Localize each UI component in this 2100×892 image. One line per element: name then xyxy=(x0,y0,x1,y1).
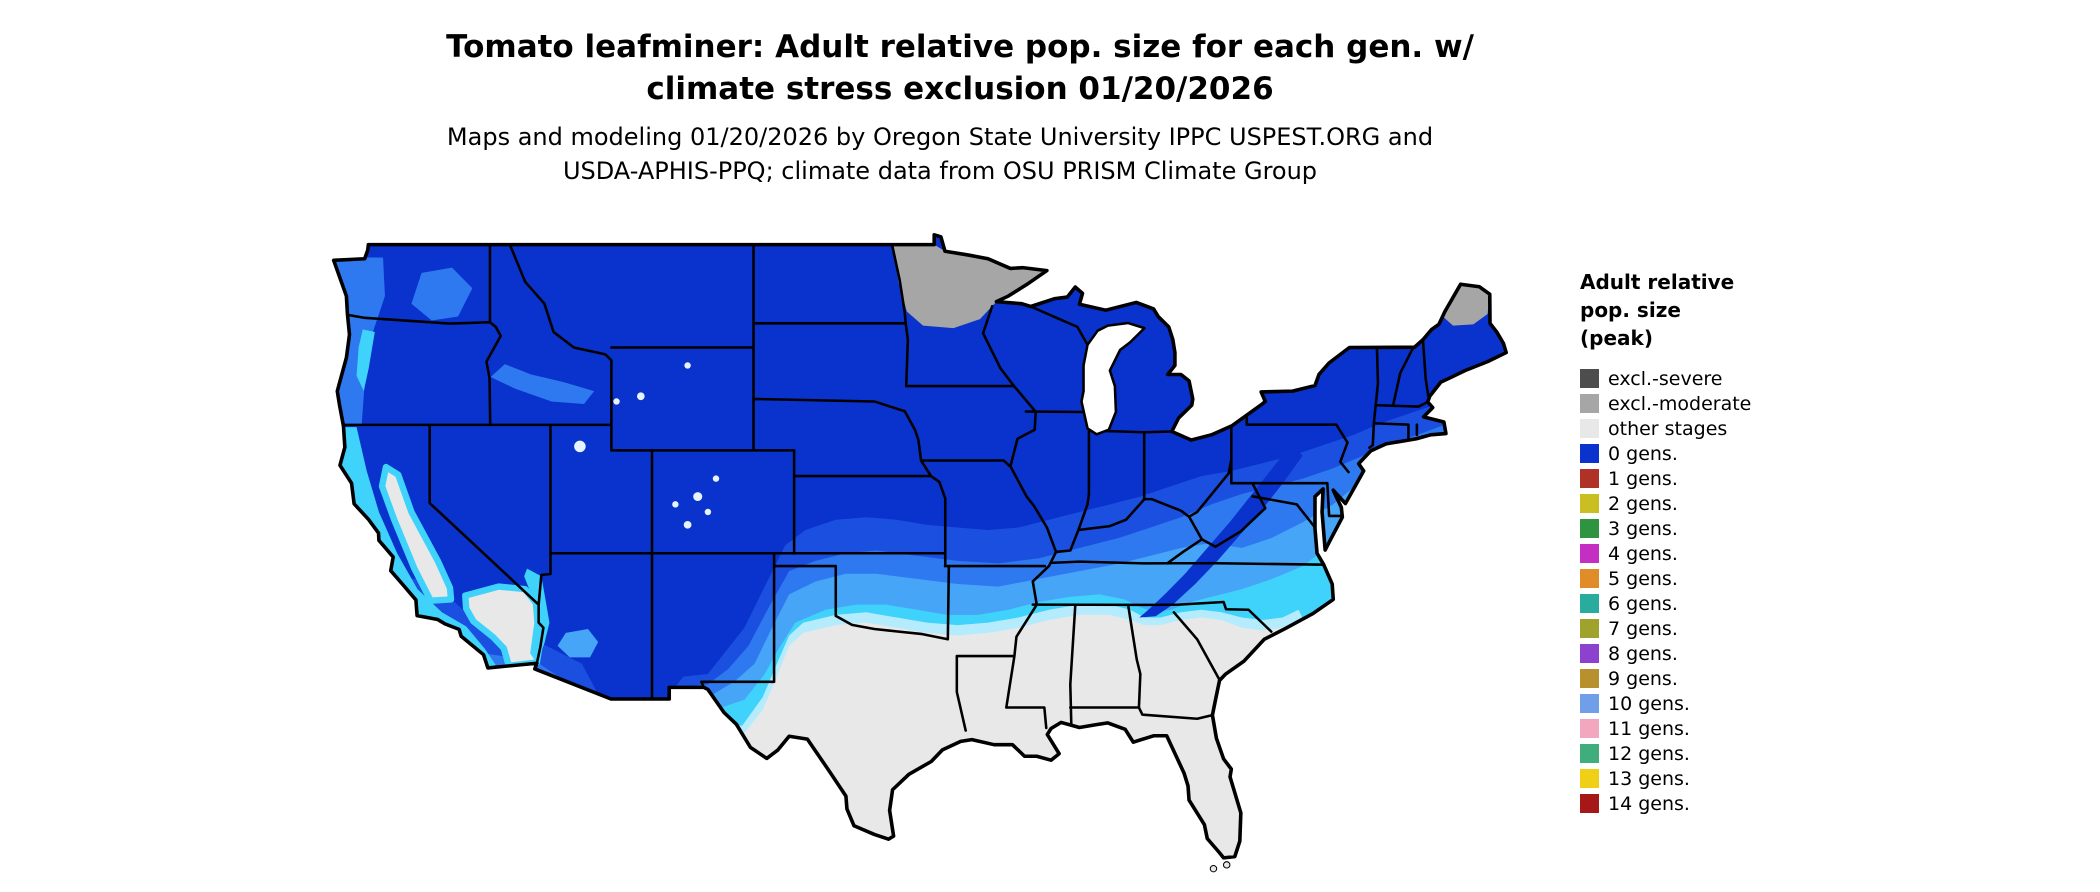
legend-swatch xyxy=(1580,569,1599,588)
legend-label: excl.-moderate xyxy=(1608,392,1752,415)
legend-label: other stages xyxy=(1608,417,1728,440)
legend-swatch xyxy=(1580,469,1599,488)
legend-title-line1: Adult relative xyxy=(1580,270,1735,294)
legend-item: 14 gens. xyxy=(1580,791,1840,816)
legend-label: 12 gens. xyxy=(1608,742,1690,765)
page-subtitle-line1: Maps and modeling 01/20/2026 by Oregon S… xyxy=(446,123,1434,151)
page-title-line2: climate stress exclusion 01/20/2026 xyxy=(646,71,1274,107)
legend-label: 2 gens. xyxy=(1608,492,1678,515)
page-subtitle-line2: USDA-APHIS-PPQ; climate data from OSU PR… xyxy=(562,157,1318,185)
legend-label: 7 gens. xyxy=(1608,617,1678,640)
legend-label: 10 gens. xyxy=(1608,692,1690,715)
legend-item: 5 gens. xyxy=(1580,566,1840,591)
legend-label: 8 gens. xyxy=(1608,642,1678,665)
legend-swatch xyxy=(1580,619,1599,638)
legend-label: excl.-severe xyxy=(1608,367,1723,390)
legend-swatch xyxy=(1580,719,1599,738)
legend-swatch xyxy=(1580,544,1599,563)
legend-item: 11 gens. xyxy=(1580,716,1840,741)
legend-title-line2: pop. size xyxy=(1580,298,1681,322)
legend-swatch xyxy=(1580,769,1599,788)
legend-swatch xyxy=(1580,594,1599,613)
legend-swatch xyxy=(1580,419,1599,438)
legend-item: 9 gens. xyxy=(1580,666,1840,691)
legend-label: 14 gens. xyxy=(1608,792,1690,815)
legend-label: 3 gens. xyxy=(1608,517,1678,540)
legend-item: 10 gens. xyxy=(1580,691,1840,716)
legend-item: 12 gens. xyxy=(1580,741,1840,766)
legend-label: 11 gens. xyxy=(1608,717,1690,740)
legend-title: Adult relative pop. size (peak) xyxy=(1580,268,1840,352)
legend-swatch xyxy=(1580,644,1599,663)
legend-item: 3 gens. xyxy=(1580,516,1840,541)
legend-item: 4 gens. xyxy=(1580,541,1840,566)
legend: Adult relative pop. size (peak) excl.-se… xyxy=(1580,268,1840,816)
legend-item: 2 gens. xyxy=(1580,491,1840,516)
legend-item: 6 gens. xyxy=(1580,591,1840,616)
page-subtitle: Maps and modeling 01/20/2026 by Oregon S… xyxy=(0,120,1880,188)
legend-item: 1 gens. xyxy=(1580,466,1840,491)
us-map-svg xyxy=(331,233,1509,873)
legend-title-line3: (peak) xyxy=(1580,326,1653,350)
legend-swatch xyxy=(1580,369,1599,388)
legend-item: other stages xyxy=(1580,416,1840,441)
legend-swatch xyxy=(1580,669,1599,688)
legend-item: 8 gens. xyxy=(1580,641,1840,666)
page-title: Tomato leafminer: Adult relative pop. si… xyxy=(0,26,1920,110)
legend-item: 7 gens. xyxy=(1580,616,1840,641)
legend-item: excl.-moderate xyxy=(1580,391,1840,416)
legend-item: excl.-severe xyxy=(1580,366,1840,391)
legend-swatch xyxy=(1580,394,1599,413)
page-title-line1: Tomato leafminer: Adult relative pop. si… xyxy=(446,29,1474,65)
us-map xyxy=(318,224,1526,886)
legend-swatch xyxy=(1580,694,1599,713)
legend-swatch xyxy=(1580,519,1599,538)
legend-label: 9 gens. xyxy=(1608,667,1678,690)
legend-swatch xyxy=(1580,744,1599,763)
legend-swatch xyxy=(1580,494,1599,513)
legend-label: 1 gens. xyxy=(1608,467,1678,490)
legend-swatch xyxy=(1580,794,1599,813)
legend-label: 5 gens. xyxy=(1608,567,1678,590)
legend-label: 6 gens. xyxy=(1608,592,1678,615)
legend-item: 13 gens. xyxy=(1580,766,1840,791)
legend-label: 0 gens. xyxy=(1608,442,1678,465)
legend-swatch xyxy=(1580,444,1599,463)
legend-label: 4 gens. xyxy=(1608,542,1678,565)
legend-items: excl.-severe excl.-moderate other stages 0 … xyxy=(1580,366,1840,816)
legend-label: 13 gens. xyxy=(1608,767,1690,790)
legend-item: 0 gens. xyxy=(1580,441,1840,466)
